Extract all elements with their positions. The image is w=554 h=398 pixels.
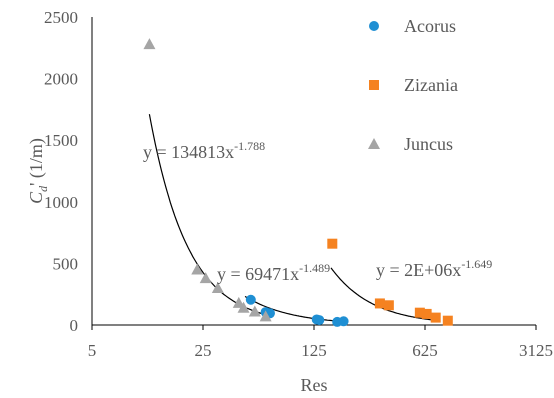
point-acorus <box>338 316 349 327</box>
x-tick-label: 625 <box>412 341 438 360</box>
y-axis-title-main: C <box>26 191 46 204</box>
trendline-equations: y = 134813x-1.788 y = 69471x-1.489 y = 2E+… <box>143 139 492 284</box>
x-tick-labels: 5 25 125 625 3125 <box>88 325 553 360</box>
x-tick-label: 25 <box>195 341 212 360</box>
point-acorus <box>314 315 325 326</box>
point-zizania <box>327 238 338 249</box>
x-tick-label: 5 <box>88 341 97 360</box>
point-juncus <box>248 305 261 317</box>
trendline-acorus <box>244 295 347 323</box>
point-juncus <box>191 263 204 275</box>
y-tick-label: 0 <box>70 316 79 335</box>
point-acorus <box>245 294 256 305</box>
data-points <box>143 38 453 327</box>
legend: Acorus Zizania Juncus <box>368 16 458 154</box>
legend-marker-zizania <box>369 80 379 90</box>
point-juncus <box>259 310 272 322</box>
x-tick-label: 3125 <box>519 341 553 360</box>
y-tick-label: 2500 <box>44 8 78 27</box>
legend-label-acorus: Acorus <box>404 16 456 36</box>
point-juncus <box>143 38 156 50</box>
y-axis-title: Cd' (1/m) <box>26 138 50 204</box>
y-tick-label: 1500 <box>44 131 78 150</box>
point-juncus <box>199 272 212 284</box>
x-axis-title: Res <box>301 375 328 395</box>
y-axis-title-sub: d <box>36 185 50 192</box>
x-tick-label: 125 <box>301 341 327 360</box>
equation-zizania: y = 2E+06x-1.649 <box>376 257 492 280</box>
axes <box>91 17 536 326</box>
point-zizania <box>421 308 432 319</box>
y-tick-label: 500 <box>53 254 79 273</box>
point-zizania <box>414 307 425 318</box>
point-juncus <box>237 301 250 313</box>
legend-label-juncus: Juncus <box>404 134 453 154</box>
point-zizania <box>430 312 441 323</box>
y-tick-labels: 0 500 1000 1500 2000 2500 <box>44 8 78 335</box>
point-zizania <box>374 298 385 309</box>
y-tick-label: 2000 <box>44 70 78 89</box>
legend-marker-juncus <box>368 138 380 149</box>
legend-marker-acorus <box>369 21 379 31</box>
y-tick-label: 1000 <box>44 193 78 212</box>
y-axis-title-rest: ' (1/m) <box>26 138 47 186</box>
equation-juncus: y = 134813x-1.788 <box>143 139 265 162</box>
equation-acorus: y = 69471x-1.489 <box>217 261 330 284</box>
point-zizania <box>442 315 453 326</box>
legend-label-zizania: Zizania <box>404 75 458 95</box>
point-juncus <box>211 282 224 294</box>
point-zizania <box>383 300 394 311</box>
